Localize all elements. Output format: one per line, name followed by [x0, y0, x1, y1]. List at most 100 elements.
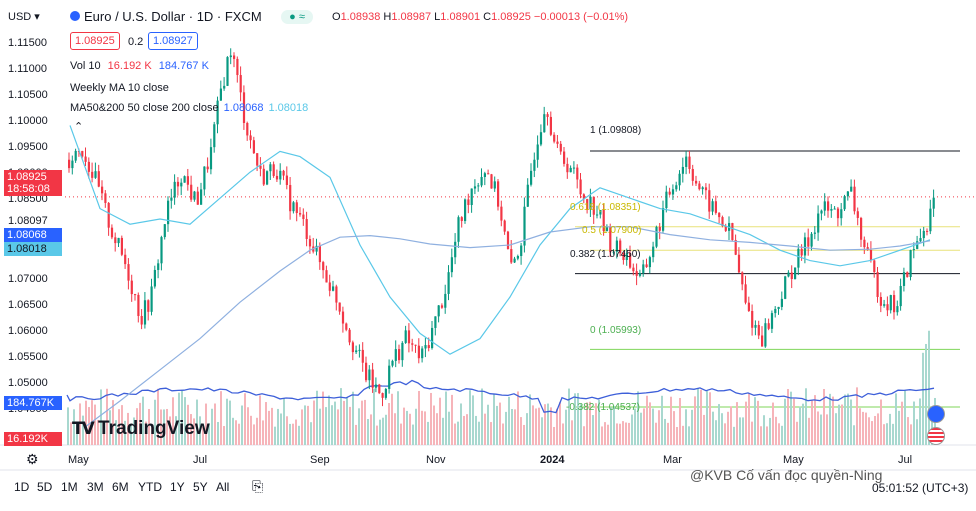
- candle-body: [533, 159, 536, 171]
- volume-bar: [835, 413, 837, 445]
- candle-body: [414, 344, 417, 346]
- candle-body: [104, 193, 107, 203]
- price-axis-label: 1.09500: [8, 141, 48, 153]
- fib-level-1: 1 (1.09808): [590, 125, 642, 136]
- candle-body: [902, 272, 906, 286]
- candle-body: [635, 271, 638, 276]
- current-price-tag: 1.08925 18:58:08: [4, 170, 62, 196]
- date-range-icon[interactable]: ⎘: [252, 478, 264, 494]
- candle-body: [233, 55, 236, 59]
- candle-body: [394, 349, 397, 361]
- collapse-legend-icon[interactable]: ⌃: [74, 121, 84, 133]
- candle-body: [823, 201, 826, 211]
- volume-bar: [499, 402, 501, 445]
- volume-bar: [574, 393, 576, 445]
- timeframe-button-1d[interactable]: 1D: [14, 480, 30, 494]
- candle-body: [658, 226, 661, 231]
- volume-bar: [322, 391, 324, 445]
- timeframe-button-5d[interactable]: 5D: [37, 480, 53, 494]
- volume-bar: [256, 417, 258, 445]
- candle-body: [341, 311, 345, 324]
- eu-event-icon[interactable]: [927, 405, 945, 423]
- candle-body: [675, 185, 678, 190]
- volume-bar: [670, 396, 672, 445]
- volume-legend[interactable]: Vol 10 16.192 K 184.767 K: [70, 60, 209, 72]
- volume-bar: [922, 352, 924, 445]
- timeframe-button-1y[interactable]: 1Y: [170, 480, 185, 494]
- volume-bar: [481, 388, 483, 445]
- volume-bar: [820, 414, 822, 445]
- candle-body: [662, 208, 665, 231]
- timeframe-button-ytd[interactable]: YTD: [138, 480, 162, 494]
- timeframe-button-all[interactable]: All: [216, 480, 230, 494]
- candle-body: [196, 191, 199, 205]
- candle-body: [899, 285, 902, 307]
- volume-bar: [97, 419, 99, 445]
- volume-bar: [382, 417, 384, 445]
- candle-body: [163, 224, 166, 238]
- price-axis-label: 1.11500: [8, 37, 47, 49]
- candle-body: [708, 190, 711, 212]
- candle-body: [566, 163, 569, 173]
- volume-bar: [883, 424, 885, 445]
- tradingview-logo[interactable]: 𝗧𝗩 TradingView: [72, 418, 210, 439]
- volume-bar: [229, 400, 231, 445]
- timeframe-button-6m[interactable]: 6M: [112, 480, 129, 494]
- volume-bar: [664, 418, 666, 445]
- clock[interactable]: 05:01:52 (UTC+3): [872, 481, 969, 495]
- volume-bar: [472, 395, 474, 445]
- volume-ma-line: [66, 379, 935, 414]
- volume-bar: [109, 410, 111, 445]
- volume-bar: [595, 403, 597, 445]
- timeframe-button-1m[interactable]: 1M: [61, 480, 78, 494]
- us-event-icon[interactable]: [927, 427, 945, 445]
- candle-body: [724, 225, 727, 231]
- market-status-icon[interactable]: ● ≈: [281, 10, 313, 24]
- volume-bar: [826, 414, 828, 445]
- candle-body: [167, 200, 170, 225]
- fib-level-neg0382: -0.382 (1.04537): [566, 402, 640, 413]
- candle-body: [619, 240, 622, 254]
- volume-bar: [748, 393, 750, 445]
- weekly-ma-legend[interactable]: Weekly MA 10 close: [70, 82, 169, 94]
- volume-bar: [301, 409, 303, 445]
- volume-bar: [340, 388, 342, 445]
- candle-body: [170, 197, 173, 201]
- volume-bar: [640, 412, 642, 445]
- volume-bar: [541, 417, 543, 445]
- volume-bar: [745, 401, 747, 445]
- candle-body: [919, 238, 922, 242]
- ma-legend[interactable]: MA50&200 50 close 200 close 1.08068 1.08…: [70, 102, 309, 114]
- volume-bar: [283, 398, 285, 445]
- candle-body: [876, 272, 879, 297]
- buy-button[interactable]: 1.08927: [148, 32, 198, 50]
- volume-bar: [112, 400, 114, 445]
- volume-bar: [127, 412, 129, 445]
- volume-bar: [901, 401, 903, 445]
- candle-body: [427, 345, 430, 349]
- volume-bar: [367, 418, 369, 445]
- volume-bar: [643, 408, 645, 445]
- volume-bar: [163, 409, 165, 445]
- candle-body: [543, 114, 546, 133]
- volume-bar: [373, 388, 375, 445]
- volume-bar: [289, 423, 291, 445]
- candle-body: [252, 140, 255, 154]
- candle-body: [87, 161, 90, 172]
- volume-bar: [559, 402, 561, 445]
- volume-bar: [877, 413, 879, 445]
- volume-bar: [160, 409, 162, 445]
- currency-label[interactable]: USD ▾: [8, 11, 40, 23]
- volume-bar: [220, 391, 222, 445]
- volume-bar: [610, 407, 612, 445]
- volume-bar: [796, 421, 798, 445]
- candle-body: [810, 233, 813, 247]
- volume-bar: [166, 408, 168, 445]
- volume-bar: [580, 404, 582, 445]
- sell-button[interactable]: 1.08925: [70, 32, 120, 50]
- timeframe-button-5y[interactable]: 5Y: [193, 480, 208, 494]
- symbol-header[interactable]: Euro / U.S. Dollar · 1D · FXCM: [70, 9, 262, 24]
- chart-settings-icon[interactable]: ⚙: [26, 451, 39, 467]
- timeframe-button-3m[interactable]: 3M: [87, 480, 104, 494]
